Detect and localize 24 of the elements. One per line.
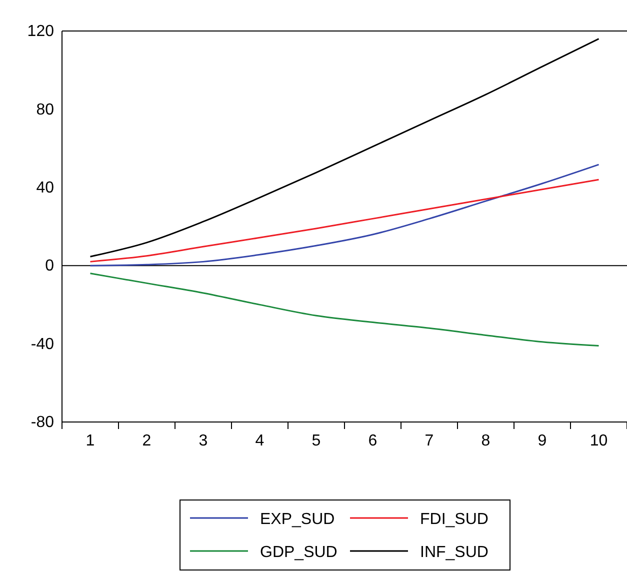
x-tick-label: 9 (538, 432, 547, 450)
legend-label: GDP_SUD (260, 544, 338, 561)
legend-label: EXP_SUD (260, 511, 335, 528)
x-tick-label: 3 (198, 432, 208, 450)
line-series (90, 164, 600, 266)
x-tick-label: 4 (255, 432, 264, 450)
line-series (90, 178, 600, 262)
y-tick-label: -40 (30, 336, 54, 353)
legend-label: INF_SUD (420, 544, 488, 561)
y-tick-label: 40 (36, 180, 54, 197)
x-tick-label: 8 (481, 432, 490, 450)
x-tick-label: 5 (312, 432, 321, 450)
y-tick-label: 80 (36, 101, 54, 118)
y-tick-label: -80 (30, 414, 54, 432)
x-tick-label: 7 (424, 432, 434, 450)
x-tick-label: 6 (368, 432, 378, 450)
x-tick-label: 1 (86, 432, 95, 450)
x-tick-label: 10 (590, 432, 608, 450)
line-series (90, 272, 600, 347)
legend-label: FDI_SUD (420, 511, 488, 528)
y-tick-label: 0 (45, 258, 54, 275)
line-series (90, 38, 600, 258)
x-tick-label: 2 (142, 432, 152, 450)
y-tick-label: 120 (27, 23, 54, 40)
